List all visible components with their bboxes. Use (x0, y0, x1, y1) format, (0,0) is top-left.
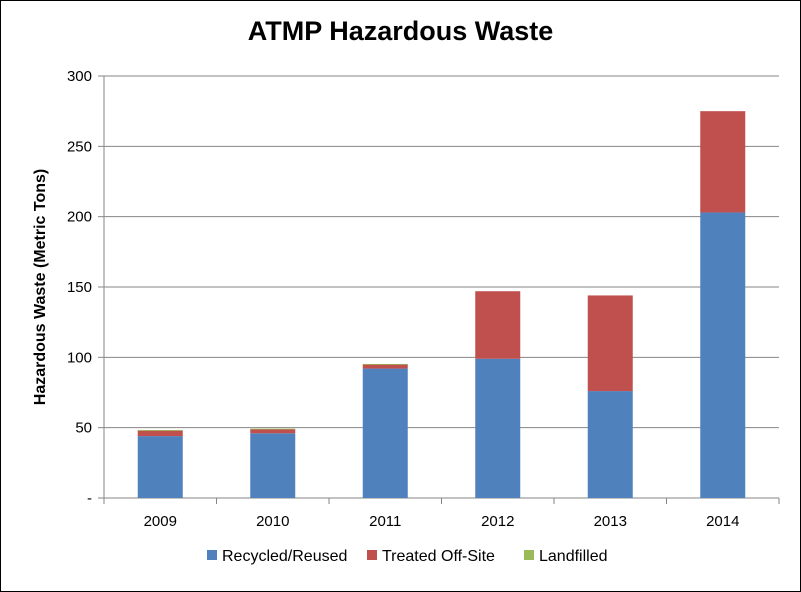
x-tick-label: 2013 (594, 513, 627, 530)
bar-treated-off-site-2013 (587, 295, 633, 392)
bar-recycled-reused-2012 (475, 358, 521, 498)
y-tick-label: 50 (75, 420, 92, 437)
chart-title: ATMP Hazardous Waste (247, 16, 554, 46)
legend-label: Landfilled (539, 548, 608, 565)
legend-label: Recycled/Reused (222, 548, 347, 565)
bar-treated-off-site-2011 (362, 364, 408, 369)
bar-treated-off-site-2014 (700, 111, 746, 213)
y-tick-label: - (87, 490, 92, 507)
x-tick-label: 2011 (369, 513, 401, 530)
legend-label: Treated Off-Site (382, 548, 495, 565)
bar-recycled-reused-2011 (362, 368, 408, 498)
legend-swatch (524, 550, 534, 560)
y-axis-title: Hazardous Waste (Metric Tons) (32, 169, 49, 405)
y-tick-label: 250 (67, 138, 92, 155)
bar-treated-off-site-2012 (475, 291, 521, 359)
legend-swatch (367, 550, 377, 560)
y-tick-label: 150 (67, 279, 92, 296)
x-tick-label: 2009 (144, 513, 177, 530)
x-tick-label: 2014 (706, 513, 739, 530)
bar-recycled-reused-2013 (587, 391, 633, 498)
legend-swatch (207, 550, 217, 560)
bar-landfilled-2010 (250, 428, 296, 430)
bar-treated-off-site-2009 (137, 430, 183, 437)
y-tick-label: 100 (67, 349, 92, 366)
bar-landfilled-2011 (362, 363, 408, 365)
bar-treated-off-site-2010 (250, 429, 296, 434)
bar-recycled-reused-2010 (250, 433, 296, 498)
bar-recycled-reused-2014 (700, 212, 746, 499)
y-tick-label: 200 (67, 209, 92, 226)
x-tick-label: 2012 (481, 513, 514, 530)
x-tick-label: 2010 (256, 513, 289, 530)
bar-landfilled-2009 (137, 430, 183, 431)
y-tick-label: 300 (67, 68, 92, 85)
bar-recycled-reused-2009 (137, 436, 183, 498)
